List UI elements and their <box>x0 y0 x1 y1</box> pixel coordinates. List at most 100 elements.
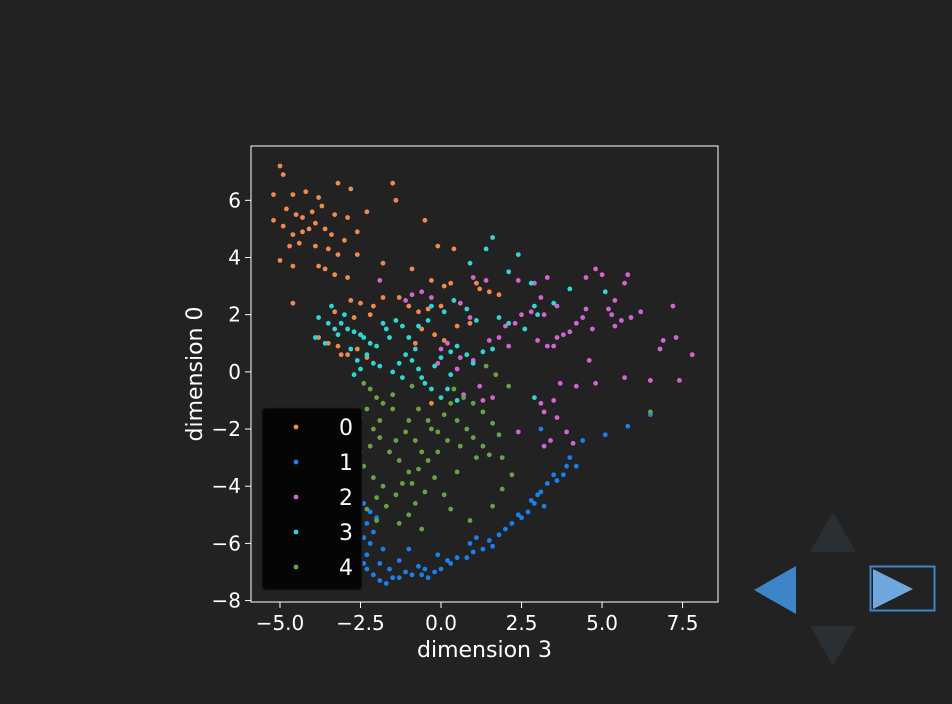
data-point-1-31 <box>383 581 389 586</box>
data-point-1-57 <box>551 472 557 478</box>
data-point-3-54 <box>506 320 512 326</box>
data-point-3-40 <box>438 355 444 360</box>
data-point-4-57 <box>509 472 515 478</box>
nav-right-arrow[interactable] <box>869 565 937 613</box>
data-point-2-73 <box>586 358 592 363</box>
data-point-3-69 <box>429 303 434 309</box>
y-tick-label: 2 <box>228 303 241 327</box>
data-point-4-25 <box>416 466 421 472</box>
data-point-1-58 <box>564 463 569 469</box>
data-point-4-8 <box>367 443 373 449</box>
series-3 <box>313 235 608 403</box>
nav-left-arrow[interactable] <box>752 564 800 616</box>
data-point-3-65 <box>348 346 354 352</box>
data-point-3-38 <box>422 380 428 386</box>
data-point-3-2 <box>506 269 512 275</box>
data-point-2-9 <box>606 306 611 312</box>
data-point-0-57 <box>406 303 412 309</box>
data-point-4-24 <box>425 458 431 463</box>
nav-down-arrow[interactable] <box>808 624 858 668</box>
data-point-1-41 <box>371 529 376 535</box>
data-point-0-26 <box>329 232 334 238</box>
data-point-1-33 <box>371 572 376 578</box>
data-point-2-10 <box>612 298 618 303</box>
data-point-0-65 <box>441 338 447 343</box>
data-point-4-16 <box>400 481 405 486</box>
data-point-3-8 <box>329 303 334 309</box>
data-point-2-66 <box>438 346 444 352</box>
legend-box <box>261 407 363 591</box>
data-point-0-77 <box>290 300 296 306</box>
data-point-2-48 <box>548 438 553 443</box>
data-point-3-68 <box>532 395 537 400</box>
data-point-0-14 <box>319 203 325 209</box>
y-tick-label: 6 <box>228 188 241 212</box>
data-point-2-67 <box>435 360 441 366</box>
data-point-2-16 <box>561 332 566 338</box>
data-point-0-24 <box>313 220 318 226</box>
data-point-3-10 <box>338 320 344 326</box>
data-point-4-18 <box>396 458 402 463</box>
data-point-2-3 <box>638 309 644 315</box>
x-tick-label: −5.0 <box>256 611 305 635</box>
data-point-2-68 <box>506 343 512 349</box>
data-point-4-0 <box>361 380 367 386</box>
data-point-2-54 <box>477 383 483 389</box>
data-point-3-17 <box>351 329 357 335</box>
data-point-3-9 <box>342 312 347 318</box>
data-point-4-7 <box>377 435 383 440</box>
data-point-0-21 <box>290 232 296 238</box>
data-point-1-22 <box>448 561 454 566</box>
data-point-2-35 <box>625 272 631 278</box>
data-point-1-6 <box>573 463 579 469</box>
data-point-2-74 <box>377 278 383 283</box>
data-point-2-69 <box>590 326 595 332</box>
data-point-1-54 <box>474 535 479 541</box>
data-point-0-63 <box>419 326 425 332</box>
data-point-0-12 <box>300 215 305 220</box>
y-tick-label: −2 <box>212 417 241 441</box>
data-point-4-43 <box>474 455 479 460</box>
data-point-0-71 <box>354 346 360 352</box>
data-point-4-66 <box>493 372 499 378</box>
data-point-0-36 <box>451 246 457 252</box>
data-point-0-34 <box>354 252 360 257</box>
data-point-2-1 <box>599 272 605 278</box>
data-point-2-14 <box>573 320 579 326</box>
data-point-4-69 <box>648 409 653 415</box>
data-point-3-12 <box>335 332 341 338</box>
data-point-1-8 <box>554 478 560 483</box>
data-point-2-62 <box>429 295 434 300</box>
right-arrow-highlight <box>869 565 936 612</box>
data-point-1-61 <box>422 566 428 572</box>
data-point-0-31 <box>313 243 318 249</box>
data-point-2-32 <box>515 278 521 283</box>
data-point-4-58 <box>454 469 460 475</box>
data-point-4-71 <box>457 443 463 449</box>
data-point-2-36 <box>544 275 550 280</box>
data-point-1-7 <box>561 472 566 478</box>
data-point-3-4 <box>467 260 473 266</box>
data-point-2-12 <box>628 315 634 320</box>
nav-up-arrow[interactable] <box>808 510 858 554</box>
data-point-1-27 <box>409 572 415 578</box>
data-point-0-50 <box>486 289 492 295</box>
data-point-3-66 <box>332 326 338 332</box>
data-point-0-66 <box>454 323 460 329</box>
data-point-4-27 <box>422 489 428 495</box>
data-point-3-55 <box>522 326 528 332</box>
data-point-3-0 <box>490 235 495 240</box>
data-point-0-49 <box>477 286 483 292</box>
up-arrow-icon <box>810 512 856 552</box>
data-point-0-48 <box>474 280 479 286</box>
data-point-0-38 <box>290 263 296 269</box>
data-point-0-45 <box>429 278 434 283</box>
data-point-1-12 <box>525 509 531 515</box>
data-point-2-44 <box>538 400 544 406</box>
right-arrow-icon <box>873 569 913 609</box>
legend-marker-3 <box>293 529 299 535</box>
data-point-2-60 <box>409 292 415 298</box>
legend-marker-2 <box>293 494 299 500</box>
data-point-4-55 <box>490 503 495 509</box>
x-tick-label: 7.5 <box>667 611 699 635</box>
